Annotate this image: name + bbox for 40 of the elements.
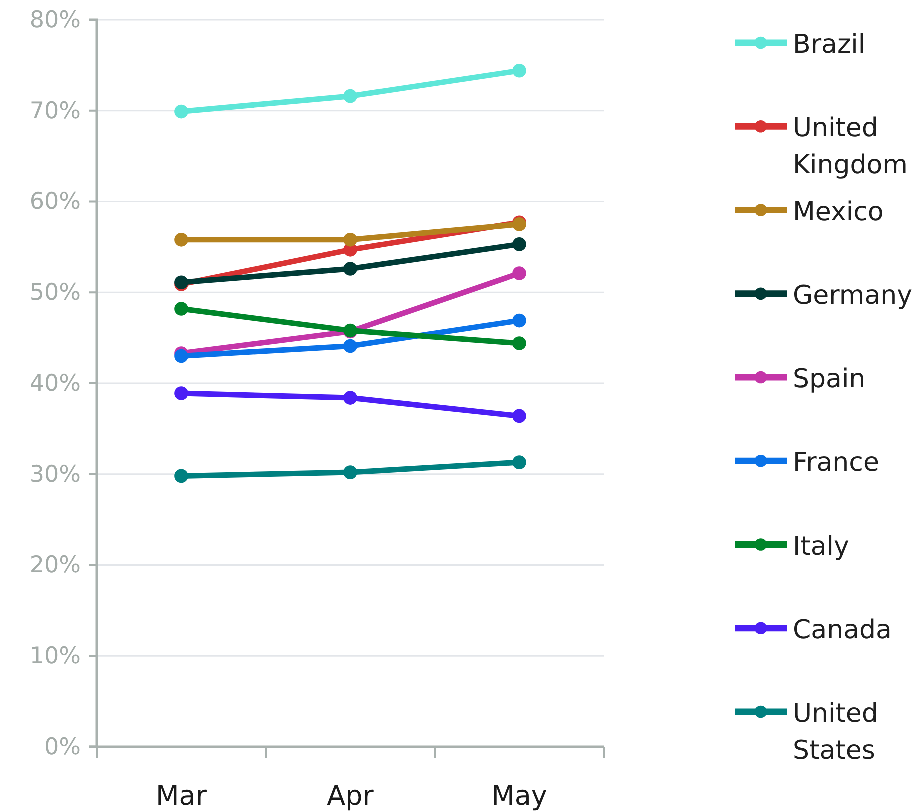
legend-label: France [793,448,880,478]
point [174,349,188,364]
point [344,391,358,405]
point [512,336,526,350]
y-tick-label: 30% [30,462,81,488]
x-tick-label: Mar [156,781,208,812]
legend-label: United Kingdom [793,114,908,181]
legend-label: United States [793,699,878,766]
point [512,238,526,252]
point [174,469,188,484]
point [512,456,526,470]
y-tick-label: 50% [30,280,81,306]
point [344,339,358,354]
point [512,314,526,328]
legend-label: Canada [793,615,892,646]
y-tick-label: 40% [30,370,81,397]
point [344,262,358,276]
y-tick-label: 60% [30,189,81,216]
point [174,386,188,400]
legend-label: Italy [793,532,850,562]
legend-label: Brazil [793,30,866,60]
y-tick-label: 0% [44,734,81,760]
point [512,64,526,78]
point [344,89,358,104]
point [512,409,526,424]
y-tick-label: 20% [30,552,81,579]
x-tick-label: May [492,781,548,812]
x-tick-label: Apr [327,781,375,812]
point [512,266,526,280]
legend-label: Mexico [793,197,884,228]
legend-label: Spain [793,364,866,394]
point [174,104,188,119]
point [344,233,358,247]
y-tick-label: 70% [30,98,81,124]
legend-label: Germany [793,280,913,311]
point [344,466,358,480]
y-tick-label: 10% [30,643,81,670]
point [174,302,188,316]
point [174,233,188,247]
y-tick-label: 80% [30,7,81,34]
